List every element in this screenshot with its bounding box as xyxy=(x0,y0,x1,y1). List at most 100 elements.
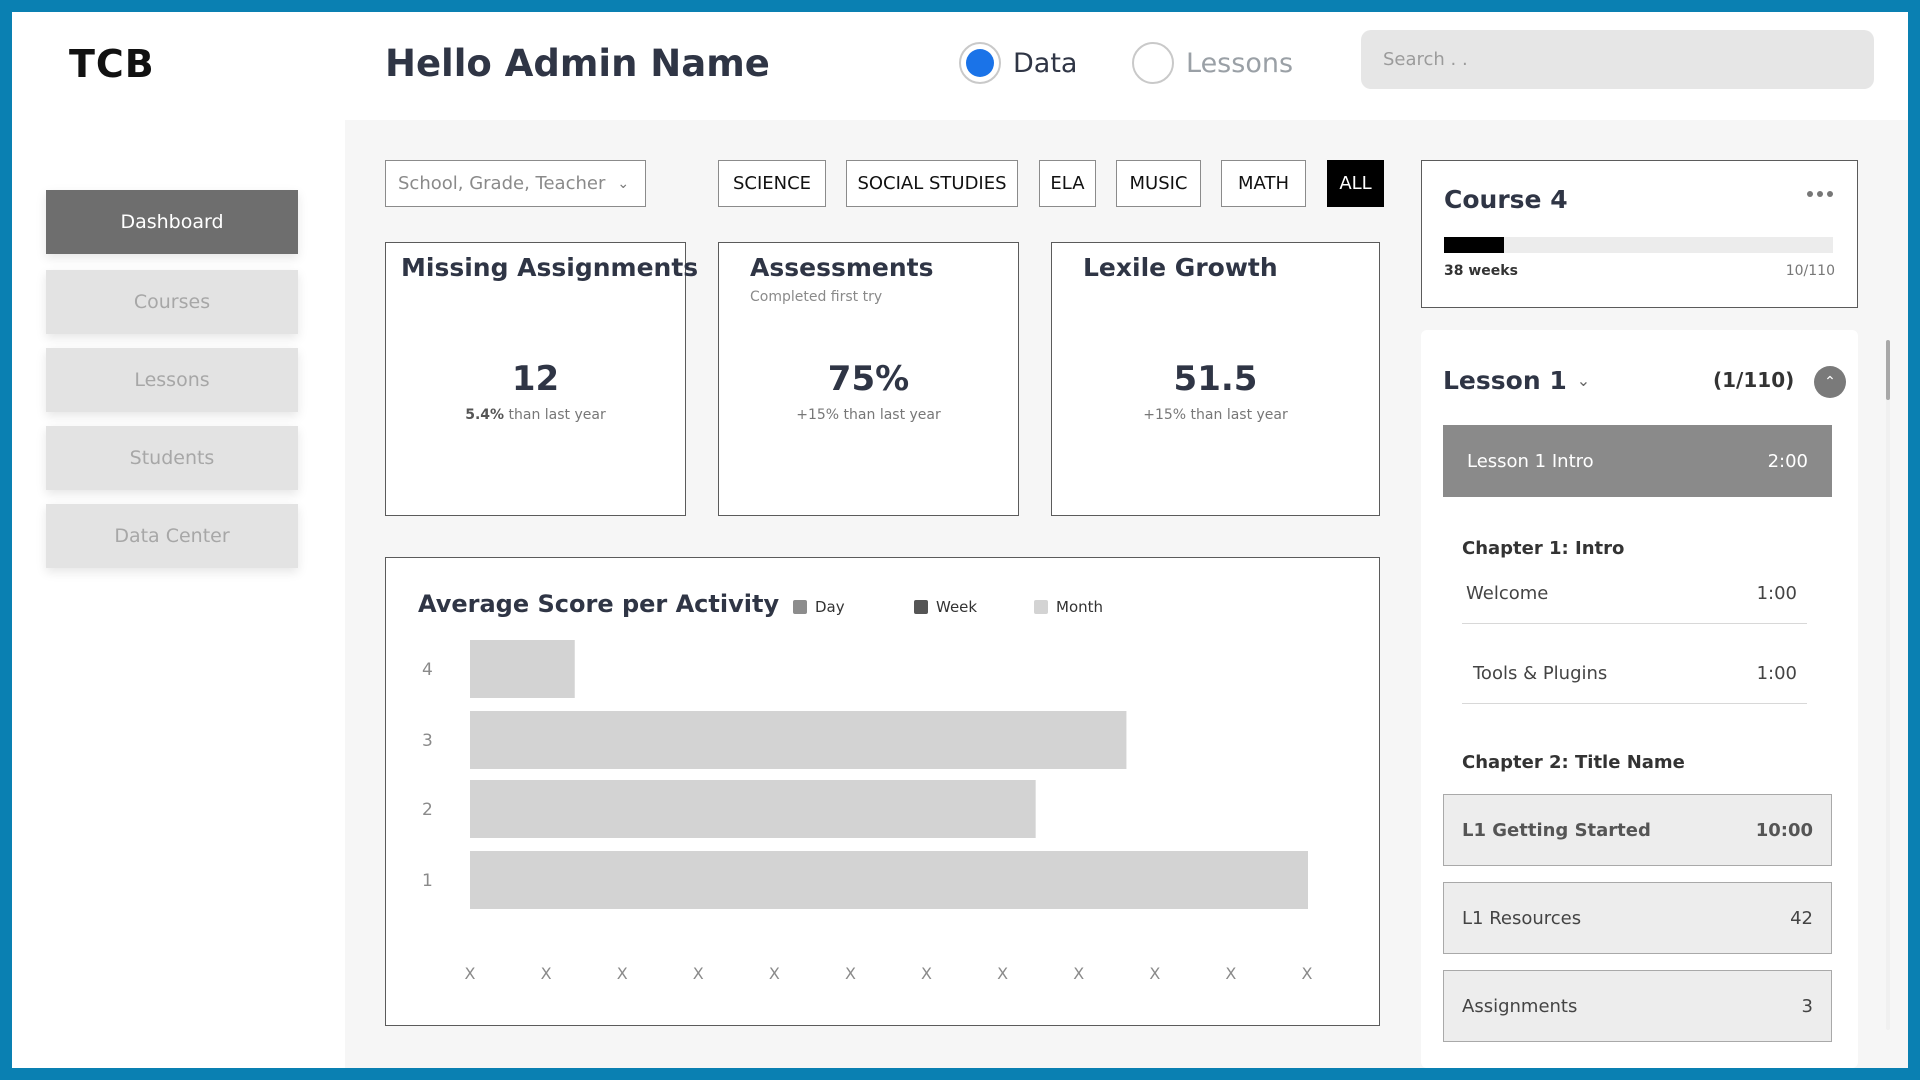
lesson-selector[interactable]: Lesson 1 ⌄ xyxy=(1443,366,1590,395)
stat-value: 51.5 xyxy=(1173,359,1258,399)
list-item[interactable]: Welcome 1:00 xyxy=(1462,564,1807,624)
stat-card-lexile-growth: Lexile Growth 51.5 +15% than last year xyxy=(1051,242,1380,516)
sidebar-item-students[interactable]: Students xyxy=(46,426,298,490)
legend-label: Week xyxy=(936,598,978,616)
x-tick-label: X xyxy=(1225,964,1236,983)
chip-all[interactable]: ALL xyxy=(1327,160,1384,207)
search-bar xyxy=(1361,30,1874,89)
x-tick-label: X xyxy=(617,964,628,983)
sidebar-item-lessons[interactable]: Lessons xyxy=(46,348,298,412)
stat-title: Assessments xyxy=(750,253,934,282)
chart-bar[interactable] xyxy=(470,711,1127,769)
x-tick-label: X xyxy=(921,964,932,983)
collapse-up-icon[interactable]: ⌃ xyxy=(1814,366,1846,398)
sidebar-item-courses[interactable]: Courses xyxy=(46,270,298,334)
row-label: Lesson 1 Intro xyxy=(1467,450,1594,472)
stat-title: Lexile Growth xyxy=(1083,253,1278,282)
legend-item-month[interactable]: Month xyxy=(1034,598,1103,616)
course-progress-bar xyxy=(1444,237,1833,253)
row-label: Tools & Plugins xyxy=(1473,663,1608,684)
chip-social-studies[interactable]: SOCIAL STUDIES xyxy=(846,160,1018,207)
lesson-count: (1/110) xyxy=(1713,368,1795,392)
stat-value: 12 xyxy=(511,359,560,399)
row-label: L1 Getting Started xyxy=(1462,819,1651,841)
sidebar-item-dashboard[interactable]: Dashboard xyxy=(46,190,298,254)
list-item[interactable]: L1 Getting Started 10:00 xyxy=(1443,794,1832,866)
row-label: L1 Resources xyxy=(1462,907,1582,929)
row-time: 1:00 xyxy=(1756,663,1797,684)
x-tick-label: X xyxy=(465,964,476,983)
stat-value: 75% xyxy=(827,359,910,399)
course-title: Course 4 xyxy=(1444,185,1568,214)
sidebar-item-data-center[interactable]: Data Center xyxy=(46,504,298,568)
course-count: 10/110 xyxy=(1785,263,1835,279)
bar-chart: 4 3 2 1 X X X X X X X X X X X X xyxy=(422,640,1313,983)
row-time: 2:00 xyxy=(1767,450,1808,472)
chip-music[interactable]: MUSIC xyxy=(1116,160,1201,207)
x-tick-label: X xyxy=(769,964,780,983)
school-grade-teacher-select[interactable]: School, Grade, Teacher ⌄ xyxy=(385,160,646,207)
logo: TCB xyxy=(69,42,155,86)
legend-swatch xyxy=(1034,600,1048,614)
sidebar: Dashboard Courses Lessons Students Data … xyxy=(12,120,342,640)
scrollbar-track[interactable] xyxy=(1886,340,1890,1030)
x-tick-label: X xyxy=(1302,964,1313,983)
list-item[interactable]: Assignments 3 xyxy=(1443,970,1832,1042)
x-tick-label: X xyxy=(1073,964,1084,983)
chart-bar[interactable] xyxy=(470,780,1036,838)
row-label: Assignments xyxy=(1462,995,1578,1017)
x-tick-label: X xyxy=(997,964,1008,983)
stat-card-assessments: Assessments Completed first try 75% +15%… xyxy=(718,242,1019,516)
scrollbar-thumb[interactable] xyxy=(1886,340,1890,400)
chevron-down-icon: ⌄ xyxy=(617,175,630,192)
legend-label: Month xyxy=(1056,598,1104,616)
legend-item-day[interactable]: Day xyxy=(793,598,845,616)
chip-science[interactable]: SCIENCE xyxy=(718,160,826,207)
view-toggle-label: Data xyxy=(1013,47,1078,79)
x-tick-label: X xyxy=(1149,964,1160,983)
chart-title: Average Score per Activity xyxy=(418,590,780,618)
x-tick-label: X xyxy=(541,964,552,983)
view-toggle-label: Lessons xyxy=(1186,47,1294,79)
legend-label: Day xyxy=(815,598,845,616)
stat-card-missing-assignments: Missing Assignments 12 5.4% than last ye… xyxy=(385,242,698,516)
radio-unselected-icon xyxy=(1132,42,1174,84)
x-tick-label: X xyxy=(693,964,704,983)
list-item[interactable]: L1 Resources 42 xyxy=(1443,882,1832,954)
page-title: Hello Admin Name xyxy=(385,42,770,85)
legend-swatch xyxy=(914,600,928,614)
row-label: Welcome xyxy=(1466,583,1549,604)
view-toggle-lessons[interactable]: Lessons xyxy=(1132,42,1293,84)
chart-bar[interactable] xyxy=(470,851,1308,909)
chevron-down-icon: ⌄ xyxy=(1576,371,1591,390)
chip-ela[interactable]: ELA xyxy=(1039,160,1096,207)
more-options-icon[interactable] xyxy=(1807,191,1833,197)
row-time: 1:00 xyxy=(1756,583,1797,604)
y-tick-label: 3 xyxy=(422,731,433,751)
view-toggle-data[interactable]: Data xyxy=(959,42,1077,84)
progress-fill xyxy=(1444,237,1505,253)
legend-swatch xyxy=(793,600,807,614)
y-tick-label: 1 xyxy=(422,871,433,891)
legend-item-week[interactable]: Week xyxy=(914,598,977,616)
stat-title: Missing Assignments xyxy=(401,253,699,282)
y-tick-label: 2 xyxy=(422,800,433,820)
y-tick-label: 4 xyxy=(422,660,433,680)
stat-subtitle: Completed first try xyxy=(750,289,883,305)
search-input[interactable] xyxy=(1383,49,1852,70)
row-time: 42 xyxy=(1790,907,1813,929)
chip-math[interactable]: MATH xyxy=(1221,160,1306,207)
stat-note: +15% than last year xyxy=(796,407,941,423)
select-label: School, Grade, Teacher xyxy=(398,173,606,194)
lesson-title: Lesson 1 xyxy=(1443,366,1567,395)
row-time: 10:00 xyxy=(1755,819,1813,841)
lesson-panel: Lesson 1 ⌄ (1/110) ⌃ Lesson 1 Intro 2:00… xyxy=(1421,330,1858,1068)
x-tick-label: X xyxy=(845,964,856,983)
stat-note: 5.4% than last year xyxy=(465,407,606,423)
chart-card: Average Score per Activity Day Week Mont… xyxy=(385,557,1380,1026)
course-weeks: 38 weeks xyxy=(1444,263,1518,279)
chart-bar[interactable] xyxy=(470,640,575,698)
list-item[interactable]: Tools & Plugins 1:00 xyxy=(1462,644,1807,704)
radio-selected-icon xyxy=(959,42,1001,84)
lesson-intro-row[interactable]: Lesson 1 Intro 2:00 xyxy=(1443,425,1832,497)
